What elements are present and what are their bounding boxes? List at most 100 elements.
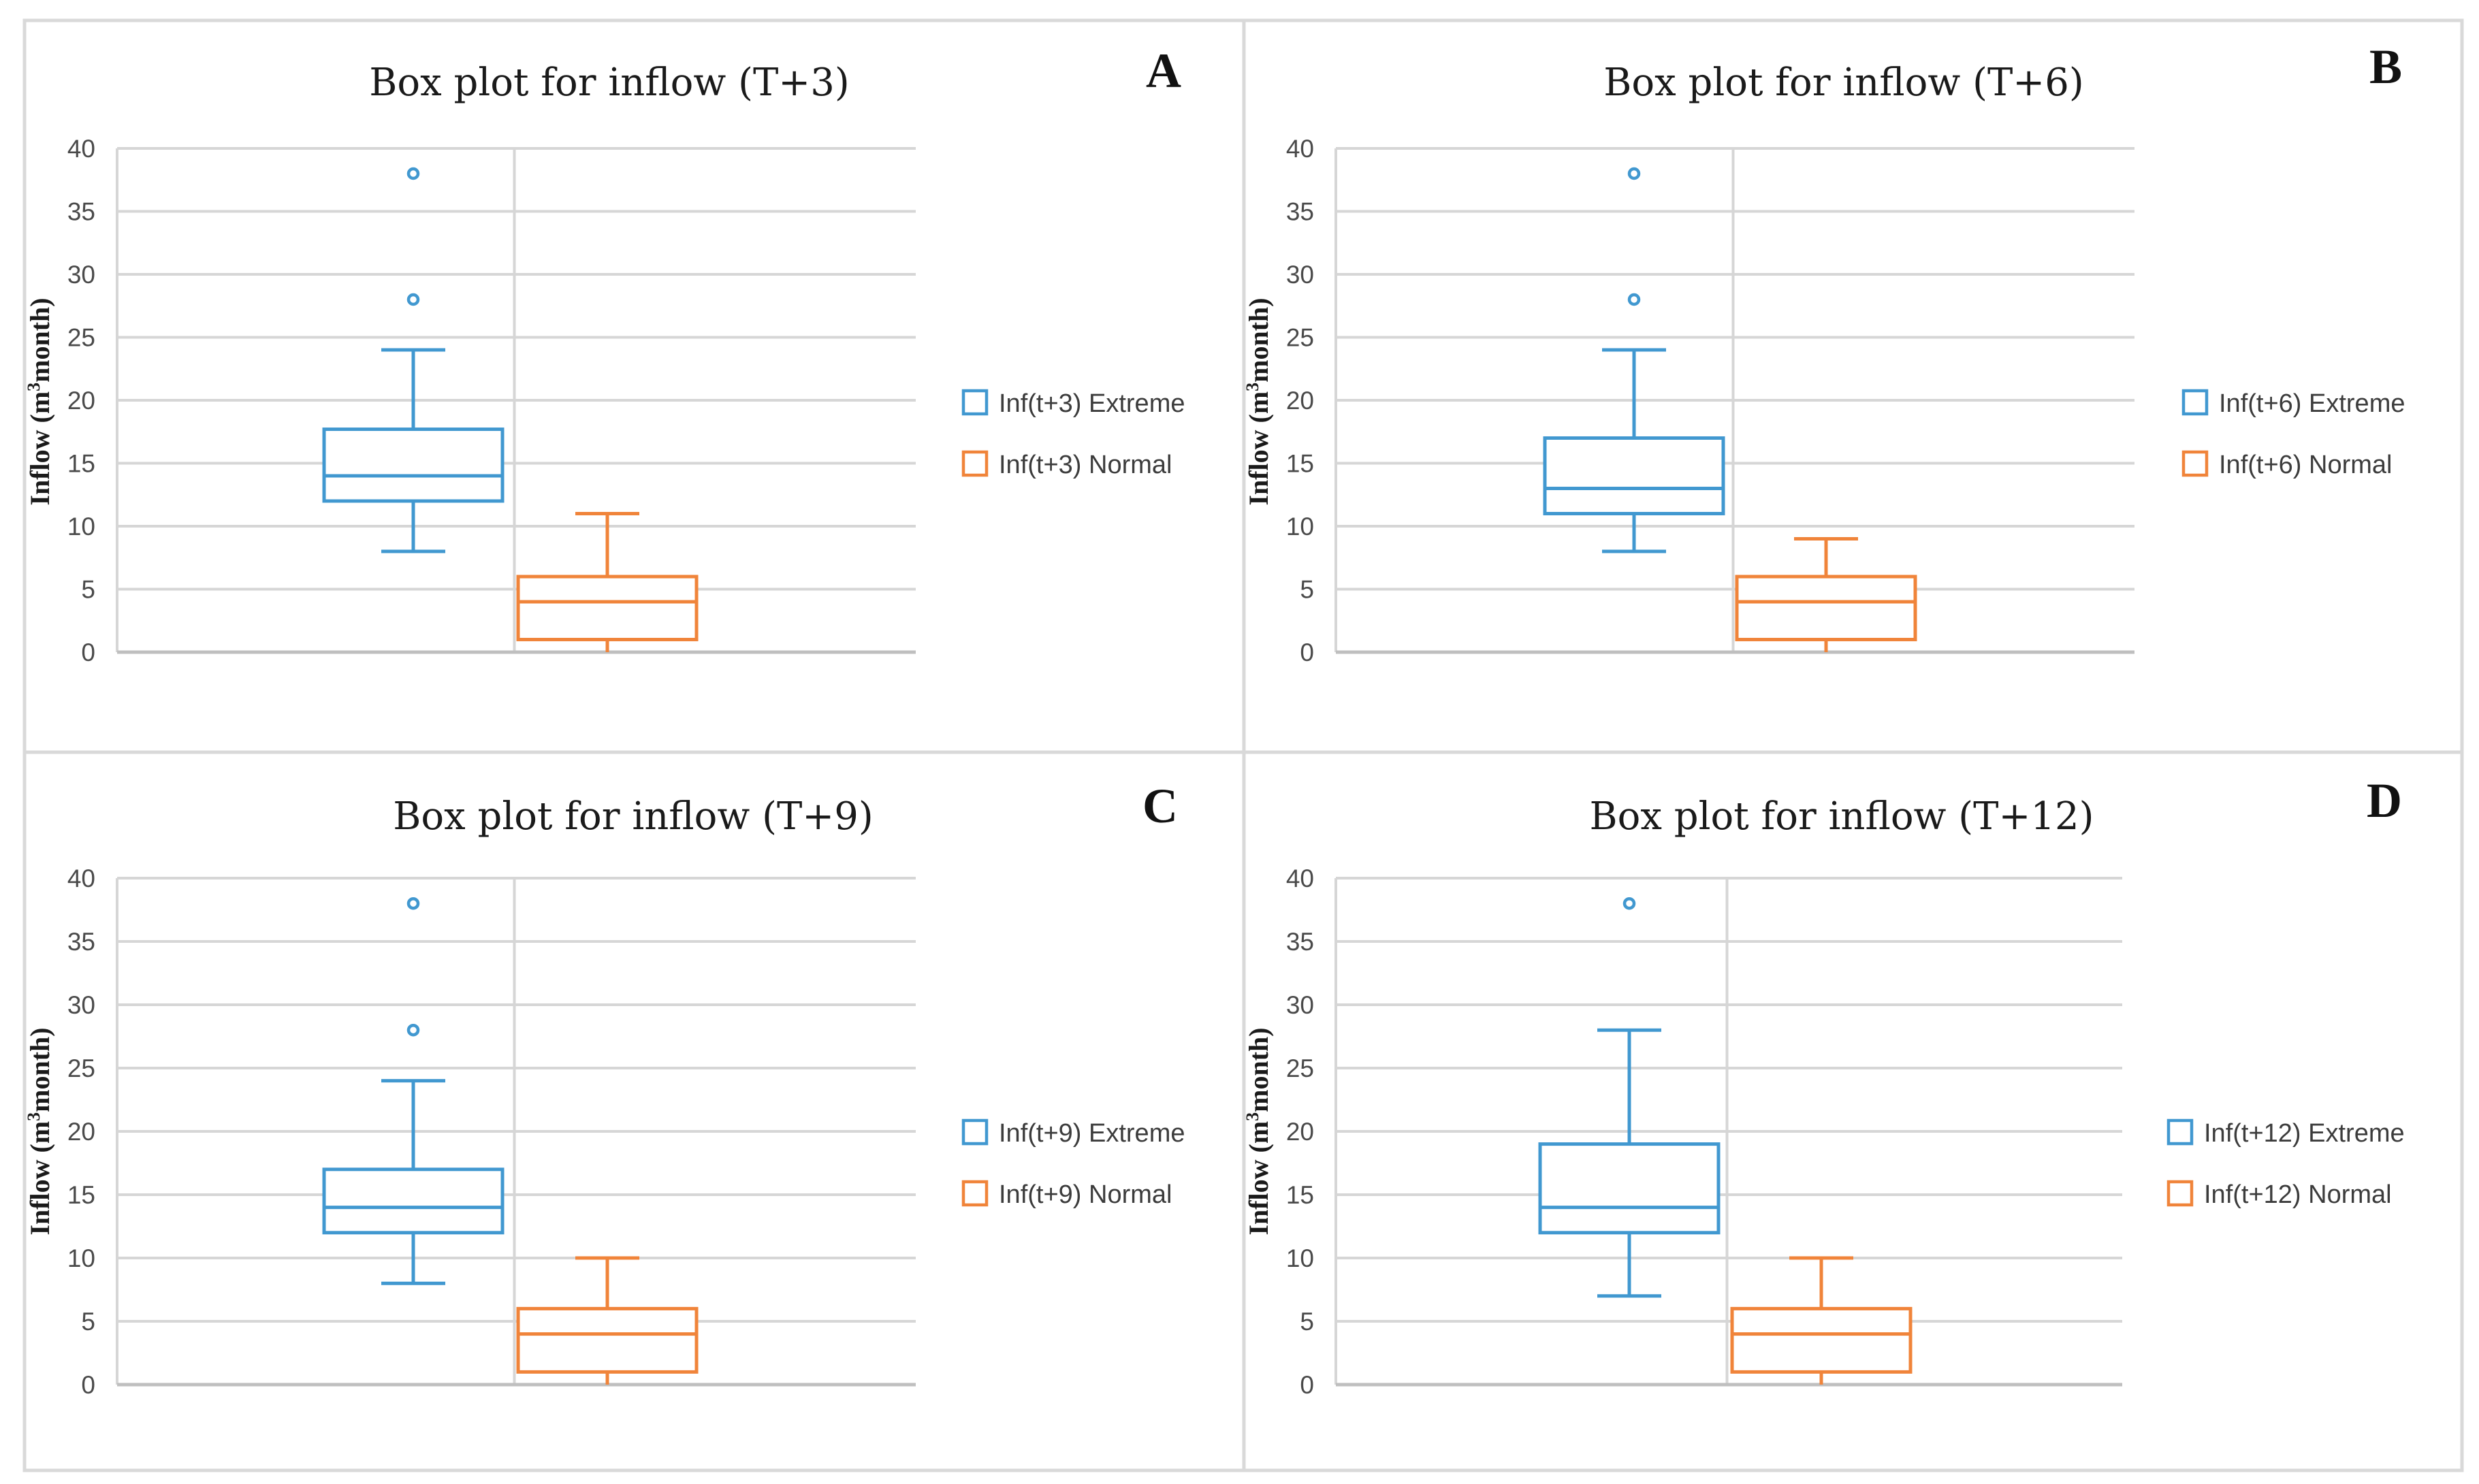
y-axis-label: Inflow (m3month) xyxy=(24,297,55,505)
y-tick-label: 15 xyxy=(67,1181,95,1209)
y-tick-label: 10 xyxy=(1286,513,1314,541)
outlier-point xyxy=(406,897,420,910)
legend-swatch xyxy=(961,450,989,477)
y-tick-label: 20 xyxy=(1286,1118,1314,1146)
legend-swatch xyxy=(961,1118,989,1146)
legend-label: Inf(t+6) Extreme xyxy=(2219,389,2405,418)
y-tick-label: 30 xyxy=(67,991,95,1019)
panel-letter: D xyxy=(2367,773,2402,828)
series-normal xyxy=(1735,537,1917,652)
series-extreme xyxy=(322,897,505,1285)
y-tick-label: 35 xyxy=(67,928,95,956)
box xyxy=(1543,436,1725,515)
y-axis-label-suffix: month) xyxy=(25,1027,55,1112)
outlier-point xyxy=(1622,897,1636,910)
legend-label: Inf(t+6) Normal xyxy=(2219,451,2392,479)
y-tick-label: 30 xyxy=(67,261,95,289)
panel-d: Box plot for inflow (T+12) D Inflow (m3mon… xyxy=(1243,773,2405,1399)
y-tick-label: 10 xyxy=(67,1244,95,1272)
y-axis-label: Inflow (m3month) xyxy=(1243,1027,1274,1235)
series-extreme xyxy=(1543,167,1725,553)
y-axis-label: Inflow (m3month) xyxy=(1243,297,1274,505)
y-tick-label: 5 xyxy=(1300,576,1314,604)
legend-swatch xyxy=(2181,389,2209,416)
panel-title: Box plot for inflow (T+9) xyxy=(393,794,873,839)
series-normal xyxy=(516,512,699,652)
legend-label: Inf(t+9) Normal xyxy=(999,1180,1172,1209)
y-tick-label: 35 xyxy=(67,198,95,226)
panel-title: Box plot for inflow (T+12) xyxy=(1589,794,2094,839)
y-axis-label-suffix: month) xyxy=(1243,297,1274,382)
box xyxy=(322,428,505,503)
y-tick-label: 15 xyxy=(67,450,95,478)
y-tick-label: 15 xyxy=(1286,450,1314,478)
y-tick-label: 40 xyxy=(67,865,95,892)
y-tick-label: 5 xyxy=(1300,1308,1314,1336)
y-tick-label: 0 xyxy=(1300,1371,1314,1399)
box xyxy=(1730,1306,1913,1374)
panel-letter: C xyxy=(1142,779,1178,833)
legend-swatch xyxy=(2181,450,2209,477)
y-tick-label: 15 xyxy=(1286,1181,1314,1209)
y-axis-label-main: Inflow (m xyxy=(1243,1121,1274,1236)
box xyxy=(516,575,699,641)
y-tick-label: 0 xyxy=(81,1371,95,1399)
y-tick-label: 35 xyxy=(1286,198,1314,226)
series-normal xyxy=(1730,1256,1913,1385)
panel-letter: A xyxy=(1146,44,1181,98)
box xyxy=(516,1306,699,1374)
y-tick-label: 10 xyxy=(1286,1244,1314,1272)
panel-b: Box plot for inflow (T+6) B Inflow (m3mont… xyxy=(1243,39,2405,666)
y-tick-label: 30 xyxy=(1286,261,1314,289)
y-axis-label-suffix: month) xyxy=(25,297,55,382)
outlier-point xyxy=(406,293,420,306)
y-tick-label: 5 xyxy=(81,1308,95,1336)
y-tick-label: 10 xyxy=(67,513,95,541)
y-axis-label: Inflow (m3month) xyxy=(24,1027,55,1235)
y-axis-label-main: Inflow (m xyxy=(25,1121,55,1236)
panel-c: Box plot for inflow (T+9) C Inflow (m3mont… xyxy=(24,779,1185,1399)
y-tick-label: 40 xyxy=(1286,865,1314,892)
legend-label: Inf(t+12) Normal xyxy=(2204,1180,2392,1209)
legend-swatch xyxy=(2166,1180,2194,1207)
y-tick-label: 0 xyxy=(1300,639,1314,666)
y-tick-label: 20 xyxy=(67,1118,95,1146)
outlier-point xyxy=(406,167,420,180)
outlier-point xyxy=(1627,293,1641,306)
legend-label: Inf(t+3) Normal xyxy=(999,451,1172,479)
panel-title: Box plot for inflow (T+3) xyxy=(369,61,849,105)
box xyxy=(322,1167,505,1235)
y-axis-label-sup: 3 xyxy=(1243,1112,1262,1121)
panel-letter: B xyxy=(2369,39,2402,94)
series-extreme xyxy=(322,167,505,553)
y-axis-label-sup: 3 xyxy=(24,1112,44,1121)
legend-label: Inf(t+9) Extreme xyxy=(999,1119,1185,1148)
y-axis-label-sup: 3 xyxy=(1243,383,1262,391)
y-axis-label-sup: 3 xyxy=(24,383,44,391)
y-tick-label: 20 xyxy=(67,387,95,415)
series-normal xyxy=(516,1256,699,1385)
y-axis-label-main: Inflow (m xyxy=(25,391,55,506)
y-tick-label: 25 xyxy=(67,1054,95,1082)
y-tick-label: 40 xyxy=(67,135,95,163)
box xyxy=(1735,575,1917,641)
outlier-point xyxy=(1627,167,1641,180)
legend-swatch xyxy=(961,389,989,416)
box xyxy=(1538,1142,1721,1235)
legend-swatch xyxy=(961,1180,989,1207)
y-tick-label: 25 xyxy=(67,324,95,352)
y-axis-label-suffix: month) xyxy=(1243,1027,1274,1112)
y-axis-label-main: Inflow (m xyxy=(1243,391,1274,506)
y-tick-label: 0 xyxy=(81,639,95,666)
legend-swatch xyxy=(2166,1118,2194,1146)
panel-a: Box plot for inflow (T+3) A Inflow (m3mont… xyxy=(24,44,1185,666)
y-tick-label: 25 xyxy=(1286,1054,1314,1082)
y-tick-label: 30 xyxy=(1286,991,1314,1019)
legend-label: Inf(t+12) Extreme xyxy=(2204,1119,2405,1148)
series-extreme xyxy=(1538,897,1721,1298)
outlier-point xyxy=(406,1023,420,1037)
panel-title: Box plot for inflow (T+6) xyxy=(1603,61,2083,105)
y-tick-label: 5 xyxy=(81,576,95,604)
y-tick-label: 40 xyxy=(1286,135,1314,163)
